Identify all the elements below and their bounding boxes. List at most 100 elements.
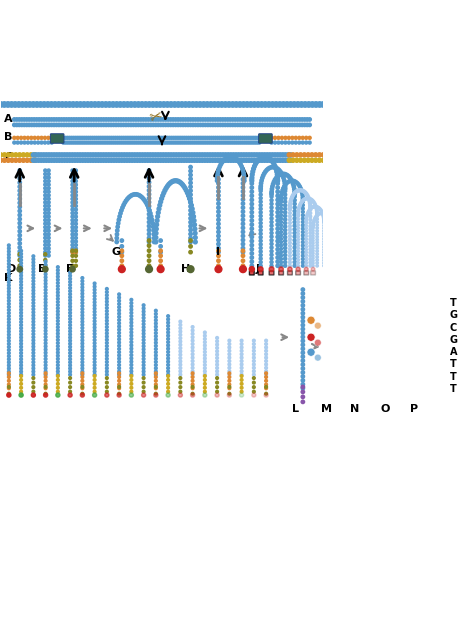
Circle shape: [325, 215, 328, 218]
Circle shape: [52, 153, 56, 157]
Circle shape: [20, 391, 22, 393]
Circle shape: [179, 347, 182, 350]
Circle shape: [179, 123, 182, 126]
Circle shape: [204, 123, 207, 126]
Circle shape: [276, 244, 279, 247]
Circle shape: [93, 374, 96, 378]
Circle shape: [179, 356, 182, 360]
Circle shape: [176, 118, 180, 121]
Circle shape: [297, 244, 299, 247]
Circle shape: [118, 329, 120, 331]
Circle shape: [184, 118, 187, 121]
Circle shape: [253, 339, 255, 342]
Circle shape: [193, 136, 196, 140]
Circle shape: [419, 374, 423, 378]
Circle shape: [217, 218, 220, 221]
Circle shape: [92, 118, 95, 121]
Circle shape: [289, 218, 291, 221]
Circle shape: [270, 193, 273, 196]
Circle shape: [8, 367, 10, 370]
Circle shape: [260, 153, 264, 157]
Circle shape: [100, 136, 102, 140]
Circle shape: [241, 136, 244, 140]
Circle shape: [2, 158, 7, 162]
Circle shape: [216, 363, 219, 366]
Circle shape: [250, 219, 254, 222]
Circle shape: [18, 197, 21, 200]
Circle shape: [179, 320, 182, 323]
Circle shape: [270, 242, 273, 246]
Circle shape: [228, 136, 232, 140]
Circle shape: [85, 136, 88, 140]
Circle shape: [107, 158, 111, 162]
Circle shape: [390, 296, 393, 299]
Circle shape: [69, 330, 72, 333]
Circle shape: [56, 345, 59, 348]
Circle shape: [250, 198, 254, 202]
Circle shape: [90, 123, 93, 126]
Circle shape: [254, 118, 257, 121]
Circle shape: [118, 215, 121, 218]
Circle shape: [195, 153, 199, 157]
Circle shape: [254, 123, 257, 126]
Circle shape: [241, 259, 245, 262]
Circle shape: [159, 123, 163, 126]
Circle shape: [129, 123, 133, 126]
Circle shape: [56, 370, 59, 373]
Circle shape: [309, 241, 312, 244]
Circle shape: [298, 205, 301, 208]
Circle shape: [155, 332, 157, 334]
Circle shape: [271, 118, 274, 121]
Circle shape: [312, 239, 314, 242]
Circle shape: [97, 123, 100, 126]
Circle shape: [305, 216, 308, 219]
Circle shape: [50, 136, 53, 140]
Circle shape: [8, 259, 10, 262]
Circle shape: [281, 102, 286, 107]
Circle shape: [234, 153, 238, 157]
Circle shape: [301, 296, 305, 299]
Circle shape: [44, 298, 47, 301]
Circle shape: [189, 177, 192, 180]
Circle shape: [283, 257, 287, 260]
Circle shape: [87, 136, 90, 140]
Circle shape: [184, 188, 188, 192]
Circle shape: [273, 166, 276, 169]
Circle shape: [149, 141, 152, 144]
Circle shape: [128, 102, 134, 107]
Circle shape: [93, 348, 96, 351]
Circle shape: [56, 316, 59, 319]
Circle shape: [316, 253, 319, 255]
Circle shape: [8, 265, 10, 268]
Circle shape: [191, 346, 194, 349]
Circle shape: [44, 352, 47, 354]
FancyBboxPatch shape: [259, 134, 272, 143]
Circle shape: [138, 153, 142, 157]
Circle shape: [309, 218, 312, 221]
Circle shape: [118, 360, 120, 363]
Circle shape: [216, 123, 219, 126]
Circle shape: [142, 335, 145, 338]
Circle shape: [183, 136, 186, 140]
Circle shape: [301, 359, 305, 362]
Circle shape: [8, 281, 10, 284]
Circle shape: [260, 158, 264, 162]
Circle shape: [288, 267, 292, 272]
Circle shape: [20, 305, 22, 308]
Circle shape: [250, 175, 254, 180]
Circle shape: [248, 118, 252, 121]
Circle shape: [149, 211, 152, 215]
Circle shape: [270, 250, 273, 253]
Circle shape: [265, 383, 267, 386]
Circle shape: [419, 400, 423, 404]
Circle shape: [56, 288, 59, 291]
Circle shape: [173, 141, 175, 144]
Circle shape: [206, 118, 210, 121]
Circle shape: [301, 383, 305, 386]
Circle shape: [42, 118, 46, 121]
Circle shape: [74, 233, 77, 236]
Circle shape: [283, 221, 287, 224]
Circle shape: [8, 372, 10, 374]
Circle shape: [438, 311, 446, 319]
Circle shape: [419, 304, 423, 307]
